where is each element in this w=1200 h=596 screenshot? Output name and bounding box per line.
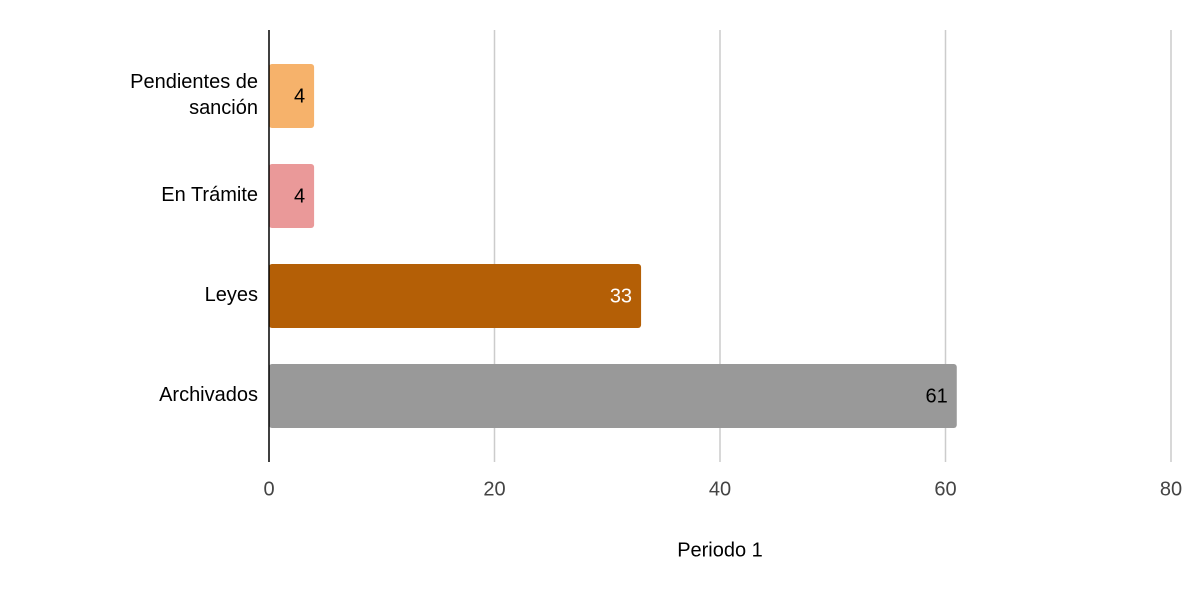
bar <box>269 164 315 228</box>
y-tick-label: En Trámite <box>161 184 258 206</box>
bar <box>269 264 642 328</box>
value-label: 4 <box>294 85 305 107</box>
value-label: 33 <box>610 285 632 307</box>
x-tick-label: 40 <box>709 478 731 500</box>
x-tick-label: 0 <box>263 478 274 500</box>
y-tick-label: Archivados <box>159 384 258 406</box>
x-axis-label: Periodo 1 <box>677 539 763 561</box>
value-label: 61 <box>926 385 948 407</box>
x-tick-label: 60 <box>934 478 956 500</box>
value-label: 4 <box>294 185 305 207</box>
x-tick-label: 20 <box>483 478 505 500</box>
bar <box>269 64 315 128</box>
x-tick-label: 80 <box>1160 478 1182 500</box>
bar <box>269 364 957 428</box>
y-tick-label: Pendientes de sanción <box>130 71 258 119</box>
y-tick-label: Leyes <box>204 284 258 306</box>
